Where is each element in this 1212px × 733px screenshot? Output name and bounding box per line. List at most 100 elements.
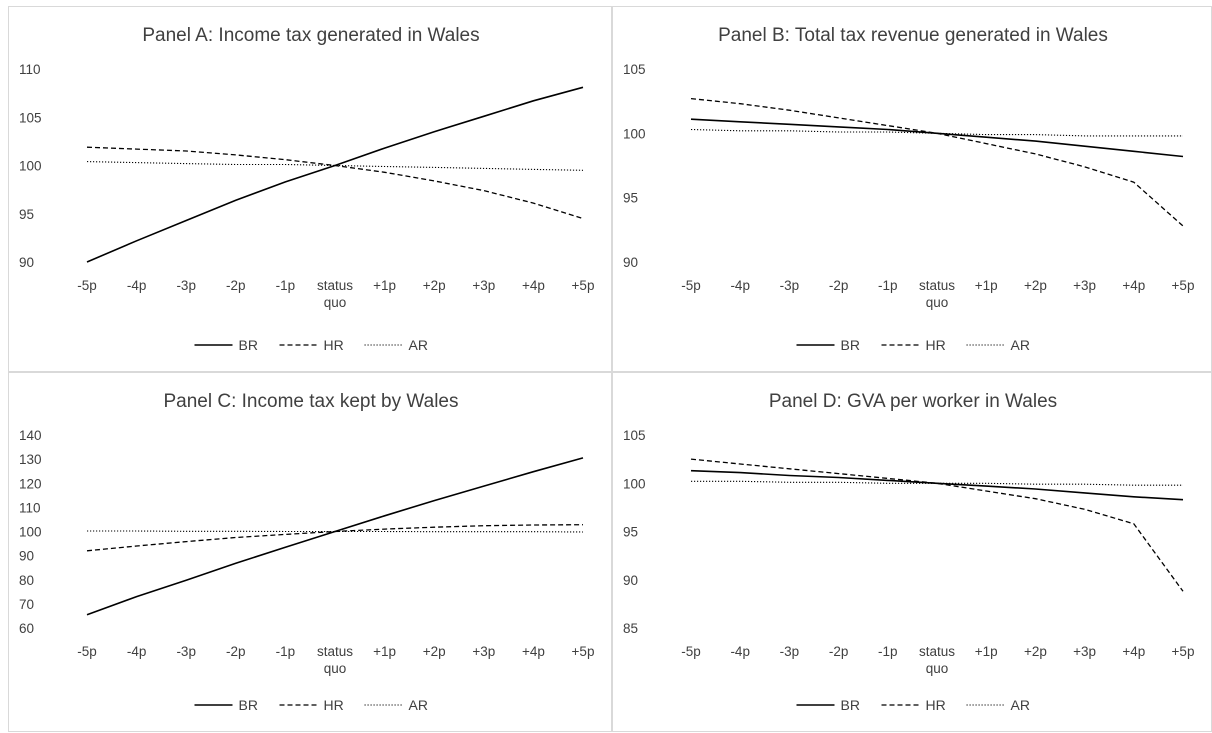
x-tick-label: +4p [522, 644, 545, 659]
series-line-br [86, 86, 584, 263]
series-line-ar [690, 128, 1183, 137]
x-tick-label: -4p [127, 644, 147, 659]
y-tick-label: 60 [19, 621, 34, 636]
x-tick-label: -2p [829, 644, 849, 659]
x-tick-label: status quo [317, 644, 353, 676]
y-tick-label: 105 [623, 428, 646, 443]
x-tick-label: -4p [127, 278, 147, 293]
x-tick-label: -3p [176, 644, 196, 659]
chart-title: Panel D: GVA per worker in Wales [769, 391, 1057, 412]
x-tick-label: -5p [77, 278, 97, 293]
x-tick-label: +3p [1073, 278, 1096, 293]
x-tick-label: -3p [176, 278, 196, 293]
legend-label-hr: HR [926, 337, 946, 353]
chart-panel-1: Panel A: Income tax generated in Wales 90… [8, 6, 612, 372]
series-line-ar [691, 480, 1183, 486]
chart-title: Panel B: Total tax revenue generated in … [718, 25, 1108, 46]
legend-label-ar: AR [1011, 697, 1030, 713]
x-tick-label: status quo [919, 644, 955, 676]
x-tick-label: +1p [975, 644, 998, 659]
y-tick-label: 100 [623, 476, 646, 491]
x-tick-label: +5p [1172, 278, 1195, 293]
chart-title: Panel C: Income tax kept by Wales [164, 391, 459, 412]
y-tick-label: 95 [19, 207, 34, 222]
y-tick-label: 105 [623, 62, 646, 77]
chart-svg: Panel D: GVA per worker in Wales 85 90 95 10… [623, 391, 1195, 713]
x-tick-label: +2p [1024, 278, 1047, 293]
legend-label-ar: AR [409, 697, 428, 713]
x-tick-label: -2p [226, 278, 246, 293]
chart-panel-4: Panel D: GVA per worker in Wales 85 90 95 10… [612, 372, 1212, 732]
y-tick-label: 95 [623, 191, 638, 206]
y-tick-label: 100 [19, 525, 42, 540]
y-tick-label: 140 [19, 428, 42, 443]
series-line-hr [86, 146, 584, 220]
x-tick-label: status quo [919, 278, 955, 310]
x-tick-label: +4p [1122, 278, 1145, 293]
y-tick-label: 130 [19, 452, 42, 467]
chart-panel-2: Panel B: Total tax revenue generated in … [612, 6, 1212, 372]
legend-label-br: BR [239, 337, 258, 353]
x-tick-label: +2p [1024, 644, 1047, 659]
x-tick-label: +2p [423, 644, 446, 659]
legend-label-hr: HR [926, 697, 946, 713]
y-tick-label: 100 [19, 159, 42, 174]
x-tick-label: +5p [572, 278, 595, 293]
series-line-br [690, 469, 1184, 501]
series-line-hr [690, 458, 1184, 592]
y-tick-label: 110 [19, 62, 41, 77]
chart-svg: Panel B: Total tax revenue generated in … [623, 25, 1195, 353]
x-tick-label: +2p [423, 278, 446, 293]
y-tick-label: 110 [19, 500, 41, 515]
y-tick-label: 120 [19, 476, 42, 491]
x-tick-label: -5p [681, 278, 701, 293]
x-tick-label: +5p [1172, 644, 1195, 659]
x-tick-label: +4p [1122, 644, 1145, 659]
legend-label-ar: AR [1011, 337, 1030, 353]
x-tick-label: -1p [276, 644, 296, 659]
x-tick-label: -4p [730, 644, 750, 659]
x-tick-label: -2p [829, 278, 849, 293]
x-tick-label: -1p [878, 278, 898, 293]
x-tick-label: -4p [730, 278, 750, 293]
y-tick-label: 90 [623, 255, 638, 270]
legend-label-br: BR [239, 697, 258, 713]
x-tick-label: +4p [522, 278, 545, 293]
x-tick-label: -3p [780, 278, 800, 293]
y-tick-label: 85 [623, 621, 638, 636]
y-tick-label: 105 [19, 110, 42, 125]
x-tick-label: -1p [276, 278, 296, 293]
x-tick-label: -5p [681, 644, 701, 659]
x-tick-label: +1p [373, 278, 396, 293]
x-tick-label: +1p [373, 644, 396, 659]
x-tick-label: status quo [317, 278, 353, 310]
x-tick-label: +3p [472, 278, 495, 293]
x-tick-label: -1p [878, 644, 898, 659]
y-tick-label: 80 [19, 573, 34, 588]
y-tick-label: 90 [19, 255, 34, 270]
chart-svg: Panel A: Income tax generated in Wales 90… [19, 25, 595, 353]
series-line-br [86, 457, 584, 616]
x-tick-label: -2p [226, 644, 246, 659]
chart-title: Panel A: Income tax generated in Wales [142, 25, 479, 46]
legend-label-hr: HR [324, 697, 344, 713]
series-line-br [690, 118, 1184, 158]
x-tick-label: -5p [77, 644, 97, 659]
x-tick-label: -3p [780, 644, 800, 659]
series-line-hr [690, 97, 1184, 227]
y-tick-label: 90 [623, 573, 638, 588]
x-tick-label: +3p [1073, 644, 1096, 659]
y-tick-label: 70 [19, 597, 34, 612]
legend-label-ar: AR [409, 337, 428, 353]
chart-svg: Panel C: Income tax kept by Wales 60 70 80 9… [19, 391, 594, 713]
y-tick-label: 95 [623, 525, 638, 540]
legend-label-br: BR [841, 337, 860, 353]
x-tick-label: +3p [472, 644, 495, 659]
y-tick-label: 90 [19, 549, 34, 564]
chart-panel-3: Panel C: Income tax kept by Wales 60 70 80 9… [8, 372, 612, 732]
y-tick-label: 100 [623, 126, 646, 141]
series-line-hr [86, 524, 584, 552]
legend-label-hr: HR [324, 337, 344, 353]
x-tick-label: +1p [975, 278, 998, 293]
